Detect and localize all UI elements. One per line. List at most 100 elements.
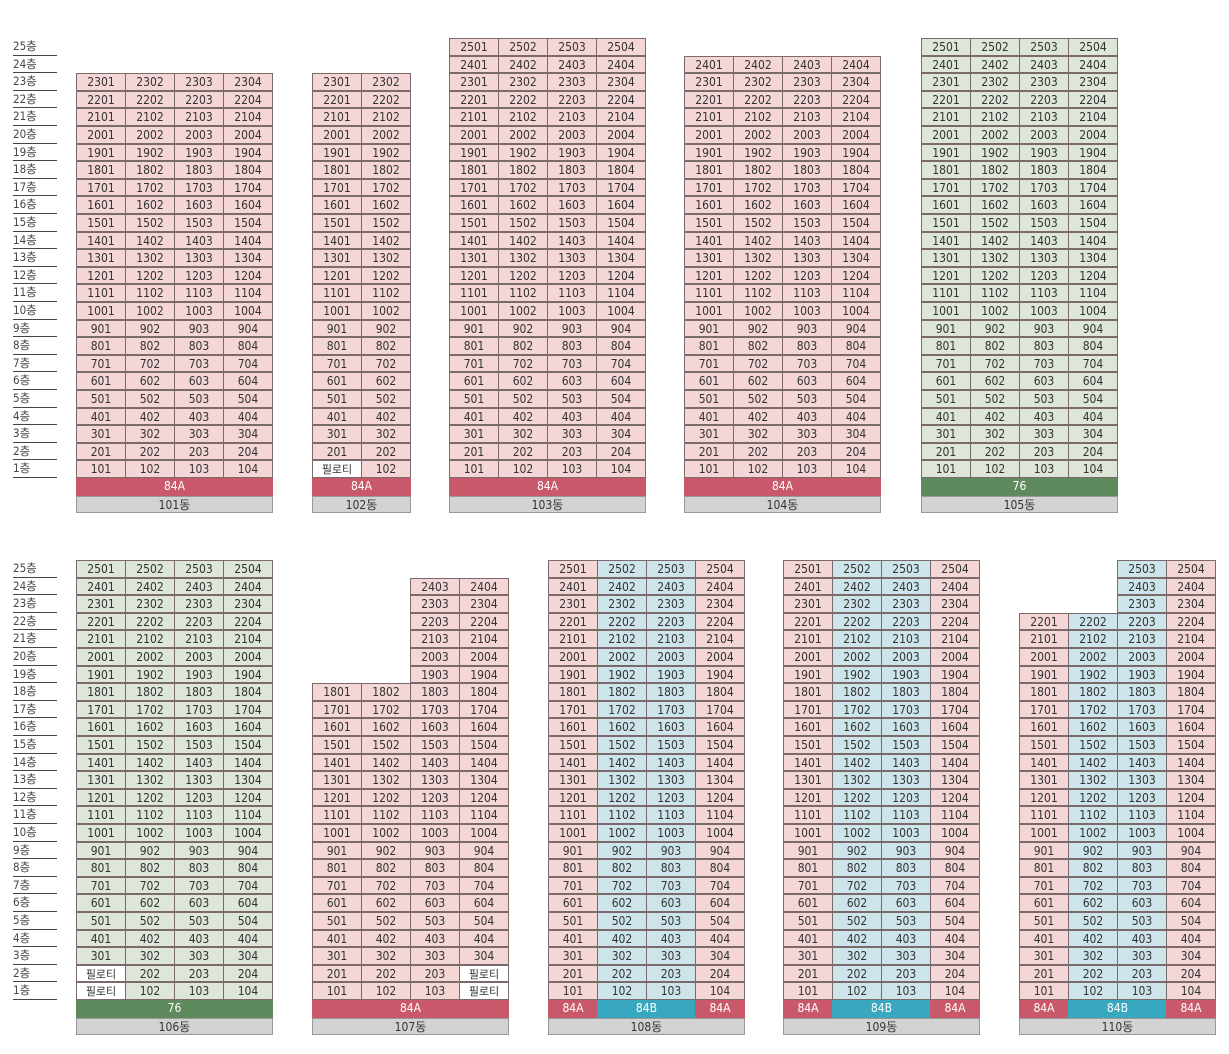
unit-cell: 102 [597,982,647,1000]
unit-cell: 1402 [597,753,647,772]
unit-cell: 202 [125,442,175,461]
unit-cell: 103 [174,460,224,478]
unit-cell: 1201 [76,788,126,807]
unit-cell: 2004 [596,126,646,144]
unit-cell: 1303 [1019,249,1069,267]
unit-cell: 2002 [733,126,783,144]
unit-cell: 1701 [76,178,126,197]
unit-cell: 2202 [832,612,882,631]
unit-cell: 202 [361,964,411,983]
unit-cell: 201 [921,442,971,461]
unit-cell: 303 [782,425,832,443]
unit-cell: 304 [223,947,273,965]
unit-cell: 1701 [548,700,598,719]
unit-cell: 2202 [498,90,548,109]
unit-cell: 1903 [1117,665,1167,684]
unit-cell: 1403 [646,753,696,772]
unit-type-bar: 84A [449,478,646,496]
unit-cell: 1604 [596,196,646,214]
unit-cell: 1501 [921,214,971,232]
unit-cell: 1204 [459,788,509,807]
piloti-cell: 필로티 [76,982,126,1000]
unit-cell: 902 [498,319,548,338]
unit-cell: 1201 [312,266,362,285]
unit-cell: 1201 [783,788,833,807]
unit-cell: 1204 [831,266,881,285]
unit-cell: 1202 [361,788,411,807]
unit-cell: 1403 [547,231,597,250]
unit-cell: 1504 [695,736,745,754]
floor-label: 7층 [13,355,57,373]
unit-cell: 2102 [498,108,548,126]
unit-cell: 2203 [1019,90,1069,109]
unit-cell: 1003 [782,302,832,320]
unit-cell: 1801 [684,161,734,179]
unit-cell: 1502 [1068,736,1118,754]
unit-cell: 1803 [410,683,460,701]
unit-cell: 303 [1117,947,1167,965]
unit-cell: 1901 [76,143,126,162]
floor-label: 14층 [13,754,57,772]
unit-cell: 802 [832,859,882,877]
unit-cell: 2101 [783,630,833,648]
unit-cell: 1703 [410,700,460,719]
unit-cell: 503 [410,912,460,930]
unit-cell: 1601 [921,196,971,214]
unit-cell: 1202 [832,788,882,807]
building-name: 103동 [449,495,646,514]
unit-cell: 1602 [832,718,882,736]
unit-cell: 1801 [312,683,362,701]
unit-cell: 1102 [832,806,882,824]
unit-cell: 301 [684,425,734,443]
unit-cell: 1903 [547,143,597,162]
unit-cell: 304 [459,947,509,965]
unit-cell: 1402 [1068,753,1118,772]
floor-label: 16층 [13,196,57,214]
unit-cell: 1802 [361,683,411,701]
unit-cell: 1501 [312,214,362,232]
unit-cell: 104 [695,982,745,1000]
unit-cell: 2302 [970,73,1020,91]
unit-cell: 1701 [312,178,362,197]
unit-cell: 302 [361,425,411,443]
unit-cell: 903 [646,841,696,860]
unit-cell: 702 [970,354,1020,373]
unit-cell: 1004 [223,824,273,842]
floor-label: 3층 [13,947,57,965]
unit-cell: 2304 [930,595,980,613]
unit-cell: 1503 [881,736,931,754]
unit-cell: 1604 [695,718,745,736]
unit-cell: 604 [831,372,881,390]
unit-cell: 803 [881,859,931,877]
unit-cell: 1002 [597,824,647,842]
unit-cell: 2003 [1117,648,1167,666]
unit-cell: 1202 [498,266,548,285]
unit-cell: 1104 [223,284,273,302]
unit-cell: 2403 [782,55,832,74]
unit-cell: 2301 [684,73,734,91]
unit-cell: 702 [361,876,411,895]
unit-cell: 2503 [646,560,696,578]
unit-cell: 1902 [125,665,175,684]
unit-cell: 2202 [1068,612,1118,631]
unit-cell: 1101 [76,806,126,824]
unit-cell: 404 [223,407,273,426]
unit-cell: 801 [783,859,833,877]
unit-cell: 2501 [548,560,598,578]
unit-cell: 502 [597,912,647,930]
unit-cell: 204 [223,442,273,461]
unit-cell: 701 [921,354,971,373]
unit-cell: 1104 [1166,806,1216,824]
unit-cell: 601 [312,894,362,912]
unit-cell: 601 [76,894,126,912]
unit-cell: 802 [361,859,411,877]
unit-cell: 202 [125,964,175,983]
unit-cell: 1701 [449,178,499,197]
unit-cell: 2002 [361,126,411,144]
unit-cell: 704 [596,354,646,373]
unit-cell: 1101 [783,806,833,824]
unit-cell: 2102 [125,108,175,126]
unit-cell: 1404 [1068,231,1118,250]
unit-cell: 1504 [223,736,273,754]
unit-cell: 101 [684,460,734,478]
